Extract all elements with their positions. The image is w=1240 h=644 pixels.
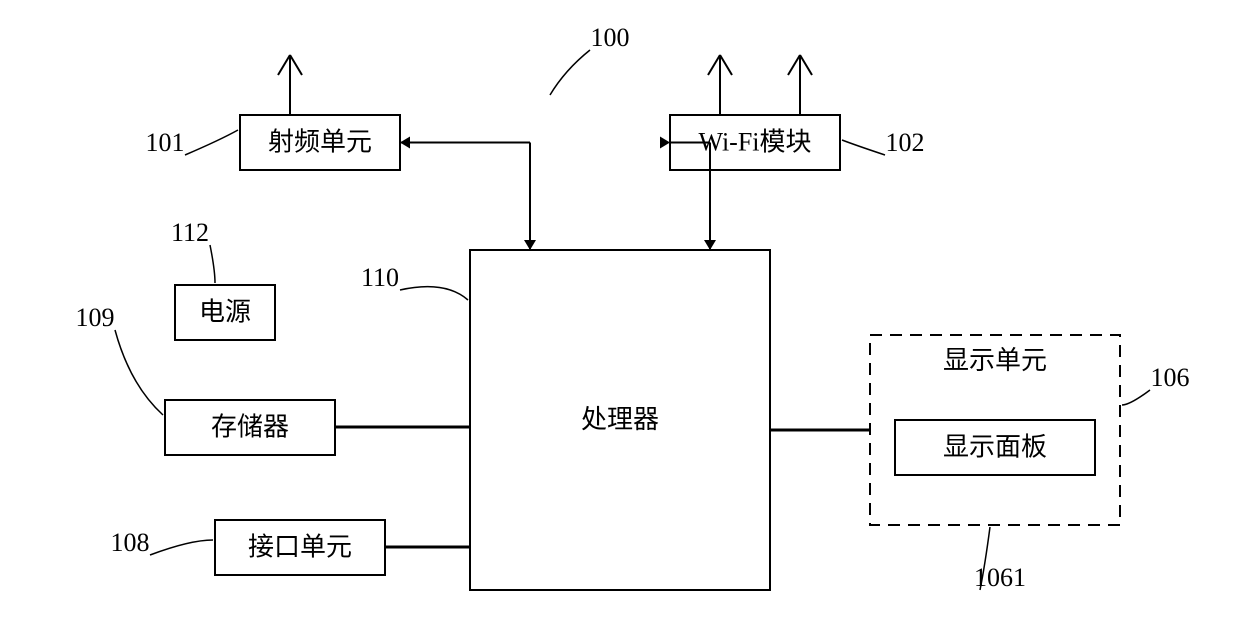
- wifi-antenna-1-arm-r: [800, 55, 812, 75]
- ref-100: 100: [591, 23, 630, 52]
- leader-112: [210, 245, 215, 283]
- display_panel-label: 显示面板: [943, 432, 1047, 461]
- leader-106: [1122, 390, 1150, 405]
- memory-label: 存储器: [211, 412, 289, 441]
- ref-1061: 1061: [974, 563, 1026, 592]
- processor-label: 处理器: [581, 405, 659, 434]
- rf-label: 射频单元: [268, 127, 372, 156]
- ref-112: 112: [171, 218, 209, 247]
- leader-109: [115, 330, 163, 415]
- leader-102: [842, 140, 885, 155]
- wifi-label: Wi-Fi模块: [698, 127, 811, 156]
- rf-antenna-0-arm-l: [278, 55, 290, 75]
- wifi-antenna-1-arm-l: [788, 55, 800, 75]
- ref-106: 106: [1151, 363, 1190, 392]
- display_unit-label: 显示单元: [943, 346, 1047, 375]
- wifi-antenna-0-arm-l: [708, 55, 720, 75]
- leader-108: [150, 540, 213, 555]
- ref-101: 101: [146, 128, 185, 157]
- ref-110: 110: [361, 263, 399, 292]
- leader-110: [400, 287, 468, 300]
- leader-100: [550, 50, 590, 95]
- rf-antenna-0-arm-r: [290, 55, 302, 75]
- ref-109: 109: [76, 303, 115, 332]
- power-label: 电源: [199, 297, 251, 326]
- leader-101: [185, 130, 238, 155]
- ref-102: 102: [886, 128, 925, 157]
- interface-label: 接口单元: [248, 532, 352, 561]
- ref-108: 108: [111, 528, 150, 557]
- wifi-antenna-0-arm-r: [720, 55, 732, 75]
